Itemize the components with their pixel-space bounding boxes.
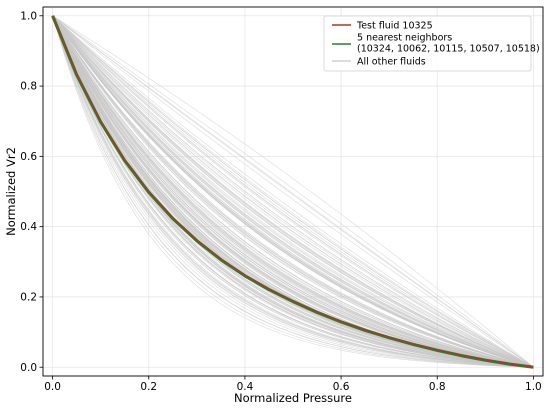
other-fluid-line [52, 15, 534, 368]
ticks: 0.0 0.2 0.4 0.6 0.8 1.0 0.0 0.2 0.4 0.6 0.8 1.0 [20, 10, 541, 393]
legend-label-neighbors-ids: (10324, 10062, 10115, 10507, 10518) [357, 44, 540, 55]
y-axis-label: Normalized Vr2 [4, 147, 18, 236]
other-fluid-line [52, 15, 534, 368]
other-fluid-line [52, 15, 534, 368]
other-fluid-line [52, 15, 534, 368]
x-tick-label: 1.0 [525, 381, 542, 393]
other-fluid-line [52, 15, 534, 368]
other-fluid-line [52, 15, 534, 368]
other-fluid-line [52, 15, 534, 368]
other-fluid-line [52, 15, 534, 368]
plot-frame [42, 6, 544, 377]
other-fluid-line [52, 15, 534, 368]
other-fluid-line [52, 15, 534, 368]
other-fluid-line [52, 15, 534, 368]
other-fluid-line [52, 15, 534, 368]
other-fluid-line [52, 15, 534, 368]
other-fluid-line [52, 15, 534, 368]
other-fluid-line [52, 15, 534, 368]
x-tick-label: 0.2 [140, 381, 157, 393]
other-fluid-line [52, 15, 534, 368]
other-fluid-line [52, 15, 534, 368]
other-fluid-line [52, 15, 534, 368]
other-fluid-line [52, 15, 534, 368]
y-tick-label: 0.2 [20, 292, 37, 304]
y-tick-label: 0.4 [20, 221, 37, 233]
x-tick-label: 0.6 [333, 381, 350, 393]
other-fluid-line [52, 15, 534, 368]
other-fluid-line [52, 15, 534, 368]
other-fluid-line [52, 15, 534, 368]
other-fluid-line [52, 15, 534, 368]
other-fluid-line [52, 15, 534, 368]
other-fluid-line [52, 15, 534, 368]
other-fluid-line [52, 15, 534, 368]
other-fluid-line [52, 15, 534, 368]
other-fluid-line [52, 15, 534, 368]
other-fluid-line [52, 15, 534, 368]
other-fluid-line [52, 15, 534, 368]
legend: Test fluid 10325 5 nearest neighbors (10… [323, 15, 540, 72]
x-tick-label: 0.0 [44, 381, 61, 393]
other-fluid-line [52, 15, 534, 368]
other-fluid-line [52, 15, 534, 368]
other-fluid-line [52, 15, 534, 368]
other-fluid-line [52, 15, 534, 368]
other-fluids-bundle [52, 15, 534, 368]
x-tick-label: 0.8 [429, 381, 446, 393]
other-fluid-line [52, 15, 534, 368]
x-tick-label: 0.4 [237, 381, 254, 393]
y-tick-label: 0.6 [20, 151, 37, 163]
legend-box [323, 15, 532, 72]
x-axis-label: Normalized Pressure [234, 391, 352, 405]
y-tick-label: 0.8 [20, 81, 37, 93]
other-fluid-line [52, 15, 534, 368]
other-fluid-line [52, 15, 534, 368]
other-fluid-line [52, 15, 534, 368]
legend-label-neighbors: 5 nearest neighbors [357, 33, 452, 44]
test-fluid-line [52, 15, 534, 368]
y-tick-label: 1.0 [20, 10, 37, 22]
other-fluid-line [52, 15, 534, 368]
other-fluid-line [52, 15, 534, 368]
other-fluid-line [52, 15, 534, 368]
other-fluid-line [52, 15, 534, 368]
legend-label-other-fluids: All other fluids [357, 57, 426, 68]
other-fluid-line [52, 15, 534, 368]
other-fluid-line [52, 15, 534, 368]
other-fluid-line [52, 15, 534, 368]
other-fluid-line [52, 15, 534, 368]
other-fluid-line [52, 15, 534, 368]
legend-label-test-fluid: Test fluid 10325 [356, 21, 433, 32]
other-fluid-line [52, 15, 534, 368]
main-series [51, 15, 534, 369]
y-tick-label: 0.0 [20, 362, 37, 374]
other-fluid-line [52, 15, 534, 368]
other-fluid-line [52, 15, 534, 368]
other-fluid-line [52, 15, 534, 368]
other-fluid-line [52, 15, 534, 368]
other-fluid-line [52, 15, 534, 368]
other-fluid-line [52, 15, 534, 368]
other-fluid-line [52, 15, 534, 368]
